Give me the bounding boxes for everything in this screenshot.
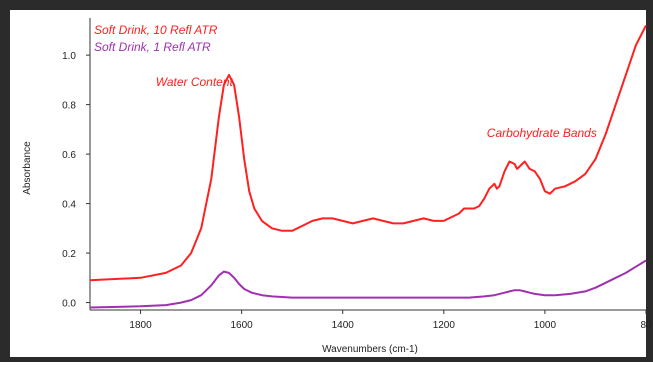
x-tick-label: 1200 bbox=[433, 320, 456, 331]
legend-entry-10-refl: Soft Drink, 10 Refl ATR bbox=[94, 23, 218, 37]
y-axis-label: Absorbance bbox=[22, 141, 33, 195]
series-line-2 bbox=[89, 259, 647, 309]
x-axis-label: Wavenumbers (cm-1) bbox=[322, 344, 418, 355]
bottom-border bbox=[0, 357, 653, 362]
y-tick-label: 0.6 bbox=[62, 150, 76, 161]
annotation-carbohydrate-bands: Carbohydrate Bands bbox=[487, 126, 597, 140]
right-border bbox=[646, 0, 653, 362]
legend-entry-1-refl: Soft Drink, 1 Refl ATR bbox=[94, 40, 211, 54]
y-tick-label: 0.4 bbox=[62, 200, 76, 211]
x-tick-label: 1000 bbox=[534, 320, 557, 331]
y-tick-label: 0.8 bbox=[62, 101, 76, 112]
x-tick-label: 1800 bbox=[129, 320, 152, 331]
x-tick-label: 1400 bbox=[332, 320, 355, 331]
x-tick-label: 80 bbox=[640, 320, 652, 331]
y-tick-label: 0.2 bbox=[62, 249, 76, 260]
x-tick-label: 1600 bbox=[231, 320, 254, 331]
annotation-water-content: Water Content bbox=[156, 75, 234, 89]
left-border bbox=[0, 0, 10, 362]
y-tick-label: 0.0 bbox=[62, 299, 76, 310]
y-tick-label: 1.0 bbox=[62, 51, 76, 62]
series-line-1 bbox=[89, 24, 647, 282]
top-border bbox=[0, 0, 653, 10]
